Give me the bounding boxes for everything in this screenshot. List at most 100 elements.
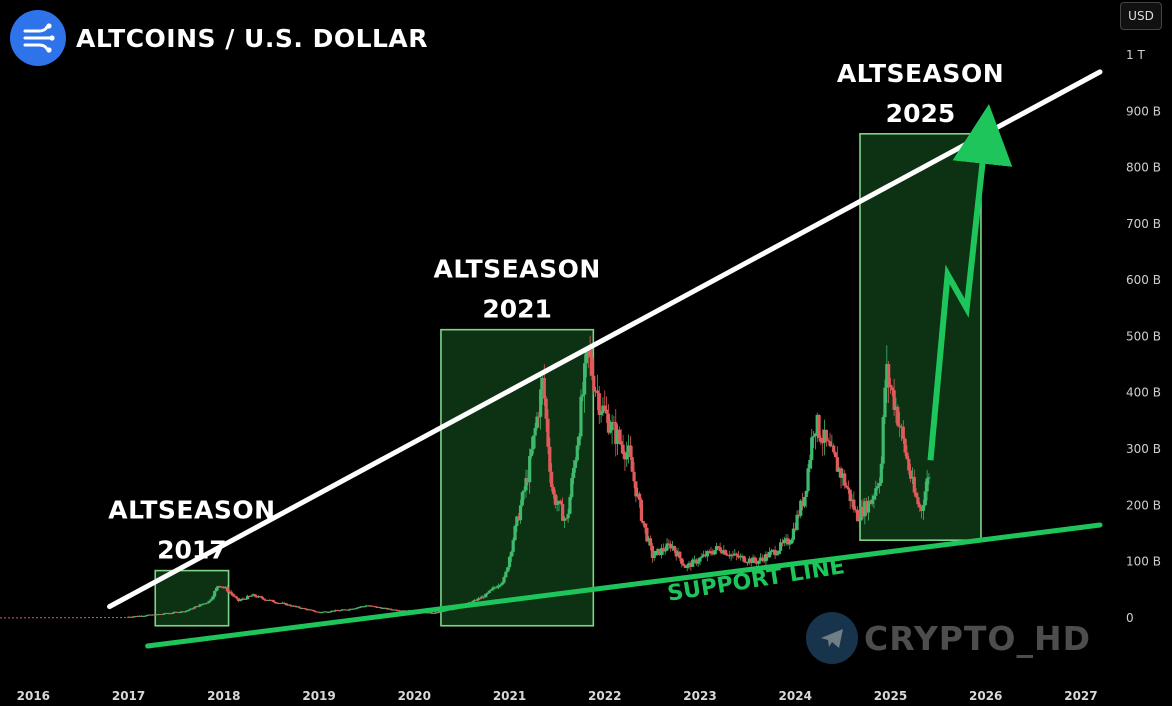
candle-body <box>379 607 383 609</box>
candle-body <box>887 363 891 385</box>
candle-body <box>198 604 202 607</box>
candle-body <box>925 478 929 492</box>
candle-body <box>766 553 770 558</box>
candle-body <box>760 557 764 559</box>
candle-body <box>244 598 248 600</box>
candle-body <box>850 499 854 502</box>
candle-body <box>324 611 328 613</box>
candle-body <box>487 590 491 593</box>
candle-body <box>634 481 638 497</box>
candle-body <box>753 557 757 562</box>
candle-body <box>874 488 878 496</box>
candle-body <box>374 606 378 608</box>
candle-body <box>350 608 354 610</box>
telegram-icon <box>806 612 858 664</box>
candle-body <box>788 543 792 545</box>
y-tick-label: 100 B <box>1126 555 1161 569</box>
candle-body <box>249 595 253 597</box>
candle-body <box>227 591 231 593</box>
candle-body <box>478 598 482 600</box>
candle-body <box>548 446 552 472</box>
candle-body <box>524 478 528 491</box>
candle-body <box>632 471 636 482</box>
candle-body <box>176 611 180 613</box>
candle-body <box>738 556 742 558</box>
candle-body <box>841 473 845 478</box>
candle-body <box>507 556 512 568</box>
candle-body <box>333 610 338 612</box>
candle-body <box>722 550 726 554</box>
candle-body <box>209 599 213 601</box>
candle-body <box>262 598 266 600</box>
candle-body <box>432 612 437 614</box>
candle-body <box>672 545 676 551</box>
candle-body <box>517 516 521 521</box>
candle-body <box>702 554 706 557</box>
candle-body <box>603 405 607 410</box>
candle-body <box>180 611 184 613</box>
candle-body <box>372 606 376 608</box>
candle-body <box>544 398 548 419</box>
candle-body <box>746 562 750 564</box>
candle-body <box>658 549 662 556</box>
candle-body <box>749 558 753 563</box>
candle-body <box>145 615 149 617</box>
candle-body <box>302 608 306 610</box>
candle-body <box>786 538 790 545</box>
candle-body <box>755 561 759 564</box>
candle-body <box>317 611 321 613</box>
candle-body <box>839 468 843 478</box>
candle-body <box>128 616 133 618</box>
candle-body <box>396 610 400 612</box>
candle-body <box>178 612 182 614</box>
candle-body <box>777 550 781 554</box>
candle-body <box>385 607 389 610</box>
candle-body <box>440 611 444 613</box>
candle-body <box>800 500 805 507</box>
y-tick-label: 300 B <box>1126 442 1161 456</box>
candle-body <box>542 377 546 399</box>
candle-body <box>916 497 920 505</box>
candle-body <box>339 609 343 611</box>
candle-body <box>583 363 587 395</box>
candle-body <box>590 357 594 376</box>
candle-body <box>299 607 303 609</box>
candle-body <box>844 485 849 488</box>
candle-body <box>187 609 191 611</box>
candle-body <box>559 500 563 505</box>
candle-body <box>304 608 308 610</box>
candle-body <box>659 548 664 556</box>
candle-body <box>579 396 583 437</box>
candle-body <box>899 426 904 428</box>
candle-body <box>161 613 165 615</box>
candle-body <box>890 387 894 391</box>
candle-body <box>705 551 709 557</box>
y-tick-label: 500 B <box>1126 329 1161 343</box>
candle-body <box>623 454 627 460</box>
y-tick-label: 1 T <box>1126 48 1145 62</box>
candle-body <box>859 506 863 521</box>
candle-body <box>257 596 261 598</box>
candle-body <box>337 610 341 612</box>
candle-body <box>757 560 761 564</box>
candle-body <box>278 603 283 605</box>
candle-body <box>224 587 228 589</box>
candle-body <box>202 603 206 605</box>
candle-body <box>570 478 574 498</box>
candle-body <box>183 611 187 613</box>
candle-body <box>220 586 224 588</box>
highlight-box-layer <box>154 133 982 627</box>
currency-button[interactable]: USD <box>1120 2 1162 30</box>
candle-body <box>246 595 250 600</box>
candle-body <box>799 500 803 516</box>
candle-body <box>264 599 268 601</box>
altseason-year: 2017 <box>157 536 227 565</box>
candle-body <box>780 542 785 544</box>
candle-body <box>855 509 860 522</box>
candle-body <box>758 557 763 561</box>
candle-body <box>573 460 578 468</box>
altseason-label: ALTSEASON <box>433 255 600 284</box>
chart-header: ALTCOINS / U.S. DOLLAR <box>10 10 428 66</box>
candle-body <box>546 418 550 447</box>
